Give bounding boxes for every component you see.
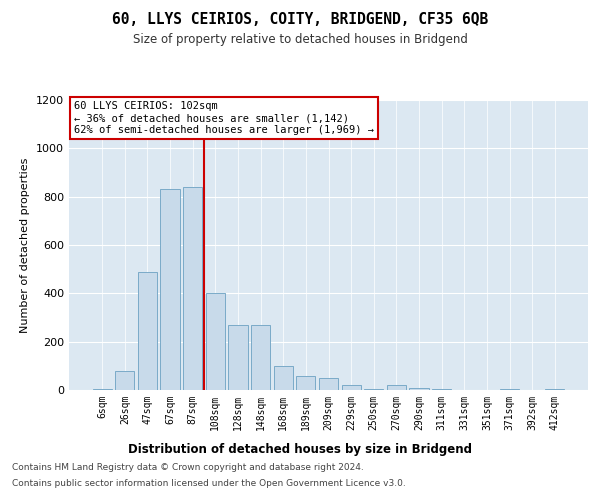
Text: Distribution of detached houses by size in Bridgend: Distribution of detached houses by size …	[128, 442, 472, 456]
Text: Size of property relative to detached houses in Bridgend: Size of property relative to detached ho…	[133, 32, 467, 46]
Bar	[138, 272, 157, 390]
Bar	[296, 376, 316, 390]
Text: 60 LLYS CEIRIOS: 102sqm
← 36% of detached houses are smaller (1,142)
62% of semi: 60 LLYS CEIRIOS: 102sqm ← 36% of detache…	[74, 102, 374, 134]
Text: Contains HM Land Registry data © Crown copyright and database right 2024.: Contains HM Land Registry data © Crown c…	[12, 464, 364, 472]
Bar	[432, 389, 451, 390]
Bar	[115, 370, 134, 390]
Bar	[409, 388, 428, 390]
Bar	[364, 389, 383, 390]
Bar	[183, 187, 202, 390]
Text: 60, LLYS CEIRIOS, COITY, BRIDGEND, CF35 6QB: 60, LLYS CEIRIOS, COITY, BRIDGEND, CF35 …	[112, 12, 488, 28]
Bar	[341, 385, 361, 390]
Bar	[229, 325, 248, 390]
Bar	[319, 378, 338, 390]
Text: Contains public sector information licensed under the Open Government Licence v3: Contains public sector information licen…	[12, 478, 406, 488]
Bar	[92, 389, 112, 390]
Bar	[251, 325, 270, 390]
Bar	[160, 190, 180, 390]
Bar	[387, 385, 406, 390]
Bar	[545, 389, 565, 390]
Bar	[274, 366, 293, 390]
Bar	[206, 294, 225, 390]
Y-axis label: Number of detached properties: Number of detached properties	[20, 158, 31, 332]
Bar	[500, 389, 519, 390]
